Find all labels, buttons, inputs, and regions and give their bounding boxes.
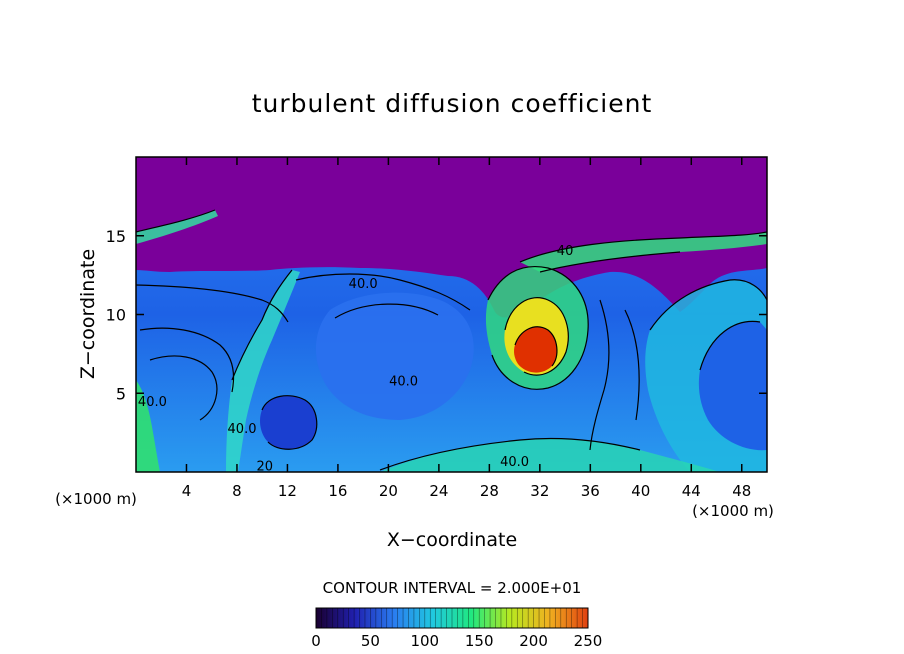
contour-interval-label: CONTOUR INTERVAL = 2.000E+01 — [323, 579, 582, 597]
contour-label: 40.0 — [389, 375, 418, 390]
contour-label: 40.0 — [500, 455, 529, 470]
colorbar: 0 50 100 150 200 250 — [311, 607, 602, 650]
x-tick-label: 44 — [682, 482, 701, 500]
x-tick-label: 4 — [182, 482, 192, 500]
colorbar-tick-label: 0 — [311, 632, 321, 650]
x-axis-unit-left: (×1000 m) — [55, 490, 137, 508]
x-tick-label: 12 — [278, 482, 297, 500]
upper-shear-band-left — [136, 210, 218, 244]
right-cell-core — [698, 321, 767, 451]
colorbar-tick-label: 50 — [361, 632, 380, 650]
contour-lines — [136, 209, 767, 471]
upper-shear-band-right — [520, 232, 767, 272]
y-axis-ticks: 5 10 15 — [106, 227, 767, 403]
bottom-green-band — [380, 438, 720, 472]
colorbar-ticks: 0 50 100 150 200 250 — [311, 632, 602, 650]
x-tick-label: 20 — [379, 482, 398, 500]
upper-layer-field — [136, 157, 767, 318]
dark-eddy-12km — [260, 395, 317, 450]
x-tick-label: 48 — [732, 482, 751, 500]
colorbar-tick-label: 200 — [519, 632, 548, 650]
contour-label: 40 — [557, 244, 574, 259]
column-plume-8km — [226, 270, 300, 472]
contour-label: 20 — [256, 460, 273, 475]
chart-title: turbulent diffusion coefficient — [252, 89, 653, 118]
left-mixing-plume — [136, 380, 160, 472]
x-axis-label: X−coordinate — [387, 529, 517, 551]
y-tick-label: 5 — [116, 384, 126, 403]
vortex-core — [514, 326, 557, 373]
y-axis-label: Z−coordinate — [77, 249, 99, 379]
x-tick-label: 40 — [631, 482, 650, 500]
contour-labels: 40.0 40.0 40.0 40.0 20 40.0 40 — [138, 244, 574, 475]
x-tick-label: 28 — [480, 482, 499, 500]
contour-label: 40.0 — [138, 395, 167, 410]
middle-eddy — [315, 292, 474, 420]
x-tick-label: 32 — [530, 482, 549, 500]
y-tick-label: 15 — [106, 227, 126, 246]
contour-label: 40.0 — [349, 277, 378, 292]
x-tick-label: 36 — [581, 482, 600, 500]
x-axis-unit-right: (×1000 m) — [692, 502, 774, 520]
colorbar-tick-label: 100 — [410, 632, 439, 650]
plot-area: 40.0 40.0 40.0 40.0 20 40.0 40 — [136, 157, 767, 475]
x-axis-ticks: 4 8 12 16 20 24 28 32 36 40 44 48 — [182, 157, 751, 500]
contour-label: 40.0 — [228, 422, 257, 437]
y-tick-label: 10 — [106, 306, 126, 325]
x-tick-label: 16 — [328, 482, 347, 500]
colorbar-tick-label: 250 — [574, 632, 603, 650]
colorbar-stripes — [321, 608, 583, 628]
x-tick-label: 8 — [232, 482, 242, 500]
colorbar-tick-label: 150 — [465, 632, 494, 650]
x-tick-label: 24 — [429, 482, 448, 500]
